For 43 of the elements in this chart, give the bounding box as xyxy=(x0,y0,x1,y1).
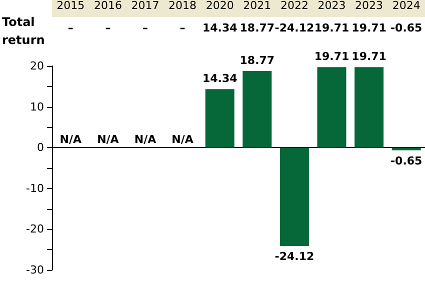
text: – xyxy=(68,22,74,34)
text: – xyxy=(142,22,148,34)
text: N/A xyxy=(134,133,156,146)
y-tick-label: -30 xyxy=(26,264,44,276)
x-tick-label: 2022 xyxy=(280,0,308,12)
y-tick-label: 20 xyxy=(30,60,44,72)
y-tick-label: -20 xyxy=(26,222,44,236)
data-label: 14.34 xyxy=(202,22,238,34)
text: N/A xyxy=(97,133,119,146)
text: -24.12 xyxy=(274,250,314,264)
bar xyxy=(392,148,421,150)
bar xyxy=(354,67,384,148)
x-tick-label: 2021 xyxy=(243,0,272,12)
text: 14.34 xyxy=(202,72,238,86)
text: Total return xyxy=(2,15,45,47)
data-label: 18.77 xyxy=(240,22,275,34)
y-tick-label: -10 xyxy=(26,182,44,195)
y-tick-label: 0 xyxy=(37,141,44,154)
x-tick-label: 2017 xyxy=(131,0,160,12)
x-tick-label: 2023 xyxy=(355,0,384,12)
text: 19.71 xyxy=(352,50,386,64)
data-label: 19.71 xyxy=(314,22,350,34)
text: N/A xyxy=(172,133,194,146)
x-tick-label: 2020 xyxy=(206,0,234,12)
data-label: 19.71 xyxy=(352,22,386,34)
x-tick-label: 2015 xyxy=(56,0,85,12)
y-tick-label: 10 xyxy=(30,100,44,114)
text: 19.71 xyxy=(314,50,350,64)
data-label: -0.65 xyxy=(390,22,422,34)
text: – xyxy=(105,22,111,34)
bar xyxy=(317,67,346,148)
bar xyxy=(280,148,309,246)
x-tick-label: 2023 xyxy=(318,0,346,12)
data-label: -24.12 xyxy=(274,22,314,34)
x-tick-label: 2016 xyxy=(94,0,122,12)
text: N/A xyxy=(60,133,82,146)
x-tick-label: 2024 xyxy=(392,0,420,12)
bar xyxy=(242,71,272,148)
text: -0.65 xyxy=(390,154,422,168)
x-tick-label: 2018 xyxy=(168,0,197,12)
text: 18.77 xyxy=(240,54,275,68)
text: – xyxy=(180,22,186,34)
bar xyxy=(205,89,234,148)
